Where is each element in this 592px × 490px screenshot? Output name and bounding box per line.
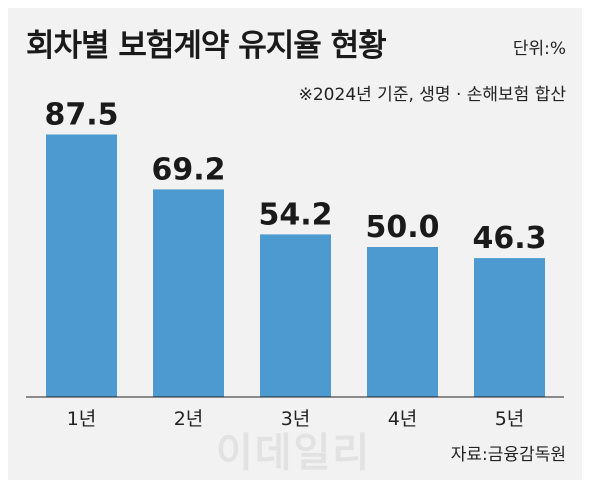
bar-1 — [46, 134, 117, 397]
bar-5 — [474, 258, 545, 397]
category-label: 3년 — [281, 408, 311, 430]
category-label: 2년 — [174, 408, 204, 430]
value-label: 87.5 — [44, 98, 118, 133]
category-label: 1년 — [67, 408, 97, 430]
bars-group — [46, 134, 545, 397]
value-label: 50.0 — [365, 210, 439, 245]
bar-3 — [260, 234, 331, 397]
bar-2 — [153, 189, 224, 397]
unit-label: 단위:% — [512, 39, 566, 59]
basis-note: ※2024년 기준, 생명 · 손해보험 합산 — [298, 85, 566, 105]
chart-title: 회차별 보험계약 유지율 현황 — [26, 28, 387, 64]
value-label: 69.2 — [151, 152, 225, 187]
category-labels-group: 1년 2년 3년 4년 5년 — [67, 408, 525, 430]
value-label: 46.3 — [472, 221, 546, 256]
category-label: 5년 — [495, 408, 525, 430]
watermark-logo: 이데일리 — [216, 430, 372, 476]
bar-4 — [367, 247, 438, 397]
category-label: 4년 — [388, 408, 418, 430]
value-label: 54.2 — [258, 197, 332, 232]
source-note: 자료:금융감독원 — [450, 445, 566, 465]
value-labels-group: 87.5 69.2 54.2 50.0 46.3 — [44, 98, 546, 257]
